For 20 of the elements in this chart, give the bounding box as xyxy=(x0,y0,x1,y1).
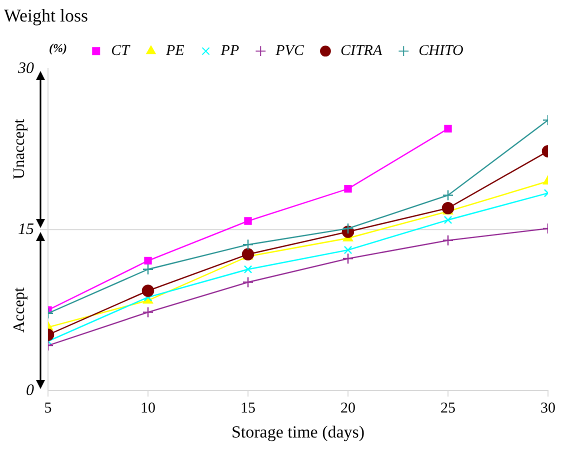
legend-label: CT xyxy=(111,43,132,60)
y-axis-title: (%) xyxy=(49,41,67,56)
x-tick-label: 25 xyxy=(440,400,456,417)
chart-title: Weight loss xyxy=(4,6,88,26)
y-tick-label: 0 xyxy=(26,382,34,399)
x-tick-label: 5 xyxy=(44,400,52,417)
x-axis-title: Storage time (days) xyxy=(231,422,365,442)
text: Accept xyxy=(11,286,28,333)
legend-label: PP xyxy=(220,43,240,60)
x-tick-label: 15 xyxy=(240,400,256,417)
legend-label: PVC xyxy=(274,43,305,60)
text: Unaccept xyxy=(11,118,28,180)
x-tick-label: 30 xyxy=(540,400,556,417)
y-tick-label: 15 xyxy=(18,220,34,238)
y-tick-label: 30 xyxy=(17,60,34,77)
x-tick-label: 10 xyxy=(140,400,156,417)
legend-label: PE xyxy=(164,43,184,60)
legend-label: CITRA xyxy=(340,43,383,60)
legend-label: CHITO xyxy=(418,43,464,60)
x-tick-label: 20 xyxy=(340,400,356,417)
